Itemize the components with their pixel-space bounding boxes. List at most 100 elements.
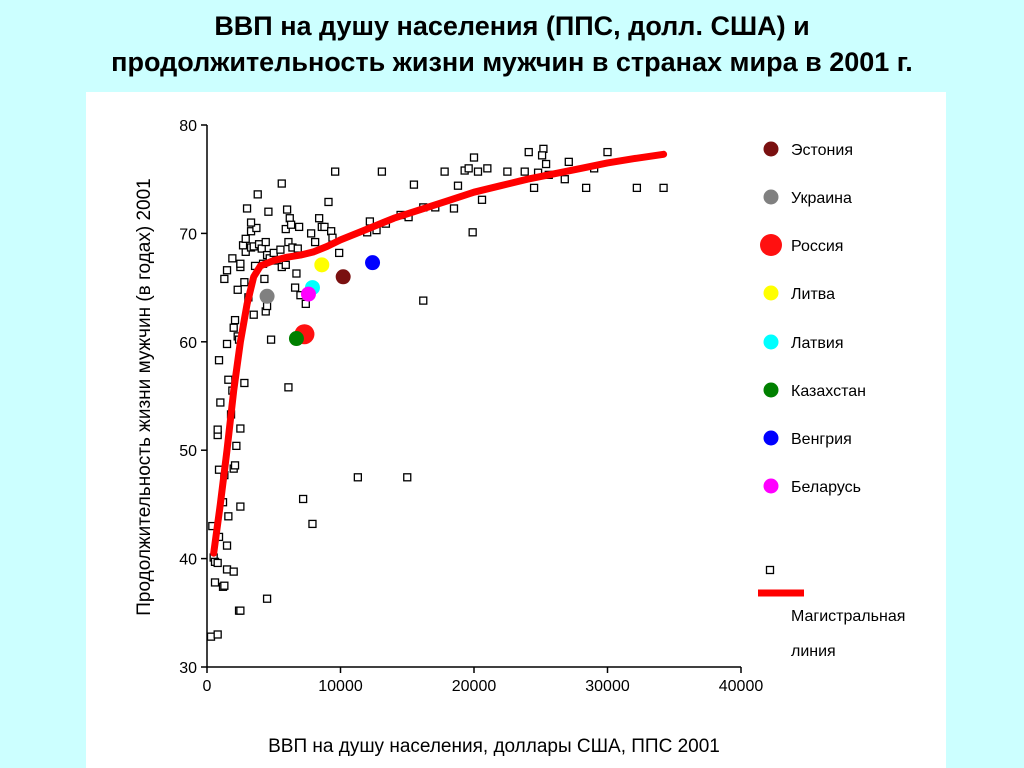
data-point: [260, 274, 269, 284]
data-point: [469, 153, 479, 162]
data-point: [306, 229, 316, 238]
highlighted-countries: [259, 255, 381, 347]
data-point: [213, 558, 222, 568]
data-point: [308, 519, 317, 529]
y-tick-label: 30: [179, 660, 197, 677]
slide-title-line-2: продолжительность жизни мужчин в странах…: [111, 47, 913, 77]
data-point: [314, 214, 324, 223]
data-point: [464, 164, 473, 173]
data-point: [232, 441, 241, 451]
legend-label: Литва: [791, 286, 835, 303]
x-tick-label: 40000: [719, 678, 764, 695]
data-point: [236, 424, 245, 433]
data-point: [581, 183, 591, 193]
data-point: [277, 179, 286, 188]
data-point: [483, 164, 492, 173]
legend-label: Россия: [791, 238, 843, 255]
legend-marker: [763, 285, 779, 301]
data-point: [241, 234, 250, 243]
legend: Эстония Украина Россия Литва Латвия Казахстан…: [758, 141, 905, 660]
legend-label: Латвия: [791, 335, 843, 352]
legend-marker: [760, 234, 782, 256]
country-point: [300, 286, 316, 302]
data-point: [246, 218, 256, 227]
data-point: [214, 356, 224, 365]
trend-line-group: [210, 150, 668, 557]
data-point: [541, 159, 551, 169]
y-tick-label: 40: [179, 552, 197, 569]
data-point: [262, 594, 272, 603]
data-point: [210, 578, 220, 587]
legend-marker: [763, 141, 779, 157]
data-point: [222, 339, 232, 349]
y-tick-label: 60: [179, 335, 197, 352]
data-point: [269, 248, 278, 258]
data-point: [403, 473, 412, 482]
data-point: [206, 632, 216, 641]
data-point: [520, 167, 529, 176]
slide-title-line-1: ВВП на душу населения (ППС, долл. США) и: [214, 11, 810, 41]
data-point: [477, 195, 487, 204]
data-point: [213, 425, 222, 434]
data-point: [603, 147, 612, 157]
y-axis-label: Продолжительность жизни мужчин (в годах)…: [134, 178, 155, 615]
legend-marker: [763, 382, 779, 398]
legend-marker: [763, 430, 779, 446]
data-point: [230, 461, 240, 470]
data-point: [294, 222, 304, 232]
data-point: [659, 183, 668, 193]
legend-square-marker: [765, 565, 775, 575]
data-point: [224, 512, 233, 521]
trend-line: [210, 150, 668, 557]
legend-label: Беларусь: [791, 479, 861, 496]
data-point: [335, 248, 344, 258]
legend-label: Украина: [791, 190, 852, 207]
data-point: [252, 223, 261, 233]
data-point: [220, 274, 229, 284]
legend-line-label-2: линия: [791, 643, 836, 660]
data-point: [261, 237, 270, 247]
data-point: [233, 285, 242, 294]
data-point: [284, 383, 293, 392]
x-tick-label: 30000: [585, 678, 630, 695]
legend-marker: [763, 478, 779, 494]
data-point: [240, 278, 249, 287]
data-point: [290, 283, 300, 292]
data-point: [293, 244, 302, 253]
data-point: [253, 190, 262, 199]
data-point: [353, 473, 363, 482]
scatter-chart: 30 40 50 60 70 80 0 10000 20000 30000 40000 Эстон…: [134, 118, 905, 757]
data-point: [224, 375, 233, 384]
data-point: [236, 259, 245, 268]
data-point: [220, 581, 229, 590]
data-point: [473, 167, 483, 176]
data-point: [216, 398, 225, 407]
country-point: [314, 257, 330, 273]
data-point: [537, 151, 547, 160]
data-point: [242, 204, 252, 213]
legend-label: Казахстан: [791, 383, 866, 400]
chart-panel: 30 40 50 60 70 80 0 10000 20000 30000 40000 Эстон…: [86, 92, 946, 768]
data-point: [266, 335, 276, 344]
x-tick-label: 10000: [318, 678, 363, 695]
legend-marker: [763, 334, 779, 350]
y-tick-label: 80: [179, 118, 197, 135]
data-point: [468, 228, 477, 237]
data-point: [286, 220, 296, 229]
data-point: [377, 167, 387, 176]
x-axis-label: ВВП на душу населения, доллары США, ППС …: [268, 736, 720, 757]
data-point: [440, 167, 449, 176]
data-point: [229, 323, 238, 332]
country-point: [365, 255, 381, 271]
data-point: [419, 296, 428, 305]
y-tick-label: 70: [179, 226, 197, 243]
data-point: [503, 167, 512, 176]
data-point: [632, 183, 642, 193]
data-point: [222, 266, 232, 275]
data-point: [222, 541, 232, 550]
data-point: [281, 224, 290, 234]
y-tick-label: 50: [179, 443, 197, 460]
data-point: [240, 378, 249, 388]
data-point: [524, 147, 533, 157]
data-point: [249, 310, 258, 319]
